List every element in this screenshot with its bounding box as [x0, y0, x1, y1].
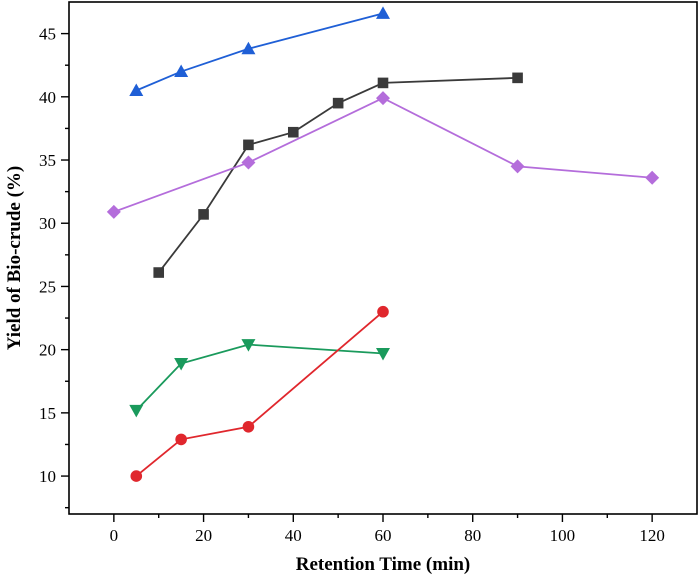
square-marker: [512, 72, 523, 84]
y-axis-title: Yield of Bio-crude (%): [4, 166, 25, 351]
x-tick-label: 80: [464, 526, 481, 545]
diamond-marker: [106, 204, 121, 219]
x-tick-label: 0: [110, 526, 119, 545]
triangle-up-marker: [129, 83, 144, 96]
x-tick-label: 40: [285, 526, 302, 545]
diamond-marker: [376, 91, 390, 106]
triangle-up-marker: [241, 41, 256, 55]
series-5: [130, 305, 389, 482]
triangle-down-marker: [174, 358, 189, 371]
y-tick-label: 25: [39, 277, 56, 296]
circle-marker: [130, 470, 143, 482]
square-marker: [153, 267, 165, 278]
y-tick-label: 15: [39, 404, 56, 423]
triangle-up-marker: [174, 64, 189, 78]
series-layer: [106, 6, 660, 482]
x-tick-label: 100: [550, 526, 576, 545]
square-marker: [198, 209, 209, 220]
circle-marker: [175, 433, 187, 446]
x-axis-ticks: 0 20 40 60 80 100 120: [110, 514, 665, 545]
y-tick-label: 45: [39, 25, 56, 44]
square-marker: [287, 126, 299, 138]
y-tick-label: 35: [39, 151, 56, 170]
x-tick-label: 60: [375, 526, 392, 545]
series-1: [129, 6, 390, 96]
circle-marker: [377, 305, 389, 318]
triangle-down-marker: [376, 347, 390, 361]
y-tick-label: 10: [39, 467, 56, 486]
series-line: [135, 343, 384, 411]
diamond-marker: [241, 155, 256, 170]
circle-marker: [242, 420, 255, 433]
series-line: [113, 97, 653, 213]
triangle-down-marker: [129, 404, 144, 418]
y-tick-label: 40: [39, 88, 56, 107]
series-line: [135, 12, 384, 92]
diamond-marker: [510, 159, 525, 174]
square-marker: [332, 97, 344, 109]
x-tick-label: 120: [639, 526, 665, 545]
y-tick-label: 20: [39, 341, 56, 360]
series-4: [129, 339, 390, 418]
square-marker: [243, 139, 254, 151]
diamond-marker: [645, 170, 660, 185]
series-line: [135, 311, 384, 477]
x-axis-title: Retention Time (min): [296, 554, 471, 575]
y-axis-ticks: 10 15 20 25 30 35 40 45: [39, 25, 69, 509]
x-tick-label: 20: [195, 526, 212, 545]
triangle-down-marker: [241, 339, 256, 352]
square-marker: [377, 77, 389, 89]
series-2: [153, 72, 523, 278]
series-3: [106, 91, 660, 219]
y-tick-label: 30: [39, 214, 56, 233]
triangle-up-marker: [376, 6, 390, 19]
